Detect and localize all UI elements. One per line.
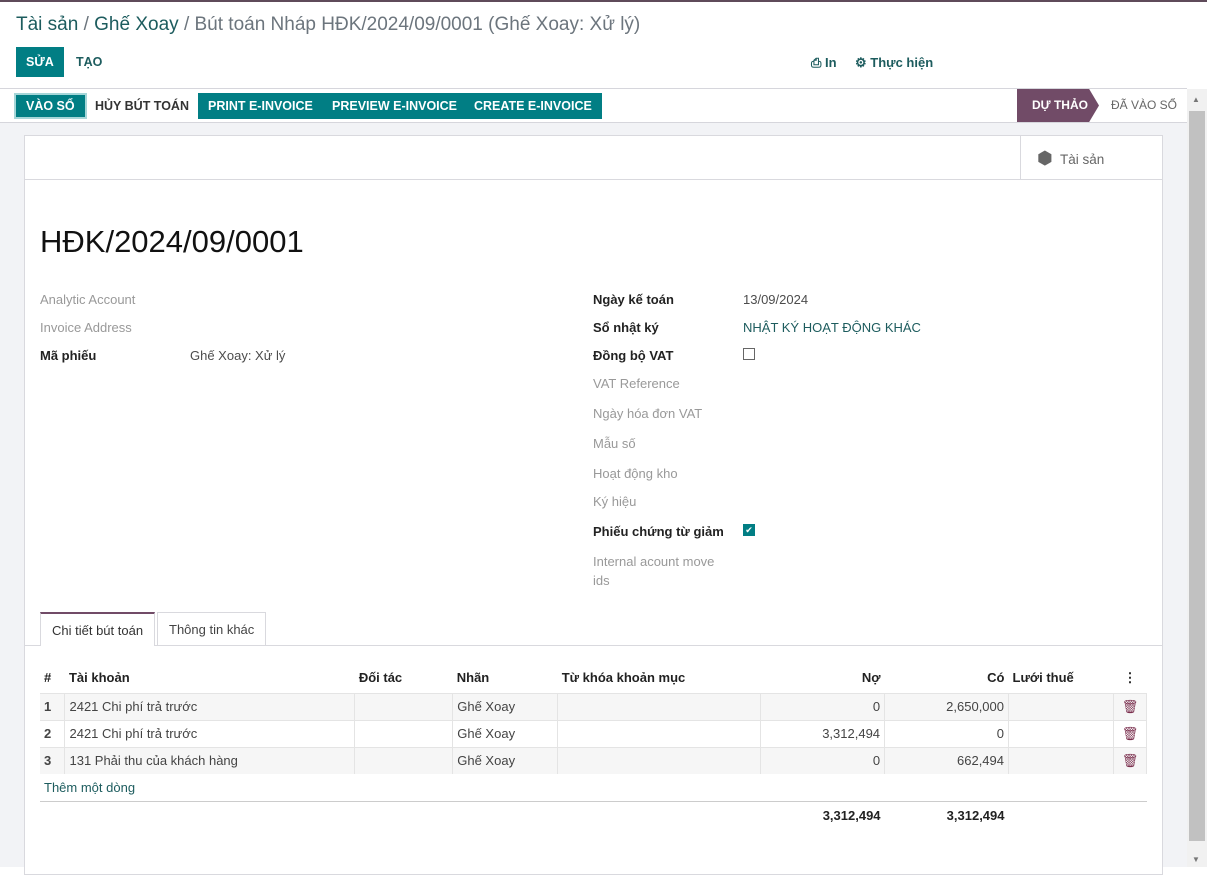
reduce-voucher-label: Phiếu chứng từ giảm [593, 524, 724, 539]
create-einvoice-button[interactable]: CREATE E-INVOICE [464, 93, 602, 119]
total-credit: 3,312,494 [946, 808, 1005, 824]
label[interactable]: Ghế Xoay [452, 747, 559, 774]
add-line-link[interactable]: Thêm một dòng [44, 779, 136, 795]
voucher-code-label: Mã phiếu [40, 348, 97, 363]
trash-icon[interactable]: 🗑 [1113, 693, 1148, 720]
column-options-icon[interactable]: ⋮ [1123, 669, 1137, 685]
partner[interactable] [354, 720, 454, 747]
total-debit: 3,312,494 [822, 808, 881, 824]
col-keyword[interactable]: Từ khóa khoản mục [561, 670, 686, 686]
voucher-code-value[interactable]: Ghế Xoay: Xử lý [190, 348, 286, 363]
label[interactable]: Ghế Xoay [452, 720, 559, 747]
assets-smart-button[interactable]: ⬢ Tài sản [1020, 136, 1162, 180]
action-menu[interactable]: ⚙ Thực hiện [855, 55, 933, 71]
preview-einvoice-button[interactable]: PREVIEW E-INVOICE [322, 93, 468, 119]
credit[interactable]: 0 [884, 720, 1009, 747]
button-box: ⬢ Tài sản [25, 136, 1162, 180]
accounting-date-value[interactable]: 13/09/2024 [743, 292, 809, 307]
print-menu[interactable]: ⎙ In [811, 55, 837, 71]
table-row[interactable]: 2 2421 Chi phí trả trước Ghế Xoay 3,312,494… [40, 720, 1148, 747]
debit[interactable]: 3,312,494 [760, 720, 886, 747]
row-index: 2 [40, 720, 66, 747]
scrollbar[interactable]: ▲ ▼ [1187, 89, 1207, 867]
breadcrumb-assets[interactable]: Tài sản [16, 14, 79, 35]
keyword[interactable] [557, 693, 762, 720]
col-account[interactable]: Tài khoản [68, 670, 130, 686]
reduce-voucher-checkbox[interactable]: ✔ [743, 524, 755, 536]
status-draft[interactable]: DỰ THẢO [1017, 89, 1099, 122]
breadcrumb-current: Bút toán Nháp HĐK/2024/09/0001 (Ghế Xoay… [194, 14, 641, 35]
col-index: # [44, 670, 52, 686]
tax-grid[interactable] [1008, 693, 1114, 720]
trash-icon[interactable]: 🗑 [1113, 747, 1148, 774]
create-button[interactable]: TẠO [76, 55, 103, 69]
tax-grid[interactable] [1008, 747, 1114, 774]
keyword[interactable] [557, 747, 762, 774]
col-partner[interactable]: Đối tác [358, 670, 403, 686]
tabs-line [25, 645, 1162, 646]
journal-value[interactable]: NHẬT KÝ HOẠT ĐỘNG KHÁC [743, 320, 921, 335]
status-posted[interactable]: ĐÃ VÀO SỔ [1111, 98, 1178, 112]
form-sheet: ⬢ Tài sản HĐK/2024/09/0001 Analytic Acco… [24, 135, 1163, 875]
tab-entry-details[interactable]: Chi tiết bút toán [40, 612, 156, 646]
accounting-date-label: Ngày kế toán [593, 292, 674, 307]
row-index: 1 [40, 693, 66, 720]
scrollbar-thumb[interactable] [1189, 111, 1205, 841]
col-credit[interactable]: Có [987, 670, 1005, 686]
col-tax-grid[interactable]: Lưới thuế [1012, 670, 1074, 686]
print-einvoice-button[interactable]: PRINT E-INVOICE [198, 93, 323, 119]
assets-label: Tài sản [1059, 152, 1105, 167]
breadcrumb: Tài sản / Ghế Xoay / Bút toán Nháp HĐK/2… [16, 14, 640, 36]
sep: / [183, 14, 190, 35]
statusbar: VÀO SỔ HỦY BÚT TOÁN PRINT E-INVOICE PREV… [0, 88, 1187, 123]
debit[interactable]: 0 [760, 693, 886, 720]
cube-icon: ⬢ [1037, 148, 1053, 168]
printer-icon: ⎙ [811, 55, 822, 70]
gear-icon: ⚙ [855, 55, 867, 70]
row-index: 3 [40, 747, 66, 774]
cancel-entry-button[interactable]: HỦY BÚT TOÁN [95, 99, 189, 113]
account[interactable]: 2421 Chi phí trả trước [64, 720, 356, 747]
partner[interactable] [354, 747, 454, 774]
vat-sync-checkbox[interactable] [743, 348, 755, 360]
post-button[interactable]: VÀO SỔ [14, 93, 87, 119]
credit[interactable]: 2,650,000 [884, 693, 1009, 720]
partner[interactable] [354, 693, 454, 720]
scroll-up-icon[interactable]: ▲ [1192, 95, 1200, 104]
form-content: ⬢ Tài sản HĐK/2024/09/0001 Analytic Acco… [0, 123, 1187, 875]
tax-grid[interactable] [1008, 720, 1114, 747]
edit-button[interactable]: SỬA [16, 47, 64, 77]
print-label: In [825, 55, 837, 70]
symbol-label: Ký hiệu [593, 494, 637, 509]
account[interactable]: 2421 Chi phí trả trước [64, 693, 356, 720]
keyword[interactable] [557, 720, 762, 747]
invoice-address-label: Invoice Address [40, 320, 132, 335]
top-bar [0, 0, 1207, 2]
table-row[interactable]: 3 131 Phải thu của khách hàng Ghế Xoay 0 662… [40, 747, 1148, 774]
credit[interactable]: 662,494 [884, 747, 1009, 774]
account[interactable]: 131 Phải thu của khách hàng [64, 747, 356, 774]
breadcrumb-chair[interactable]: Ghế Xoay [94, 14, 179, 35]
analytic-account-label: Analytic Account [40, 292, 136, 307]
scroll-down-icon[interactable]: ▼ [1192, 855, 1200, 864]
sep: / [83, 14, 89, 35]
col-label[interactable]: Nhãn [456, 670, 490, 686]
table-row[interactable]: 1 2421 Chi phí trả trước Ghế Xoay 0 2,650,00… [40, 693, 1148, 720]
internal-move-label: Internal acount move ids [593, 554, 715, 588]
col-debit[interactable]: Nợ [861, 670, 881, 686]
journal-label: Sổ nhật ký [593, 320, 659, 335]
entry-title: HĐK/2024/09/0001 [40, 224, 304, 259]
vat-date-label: Ngày hóa đơn VAT [593, 406, 703, 421]
debit[interactable]: 0 [760, 747, 886, 774]
tab-other-info[interactable]: Thông tin khác [157, 612, 267, 645]
label[interactable]: Ghế Xoay [452, 693, 559, 720]
action-label: Thực hiện [870, 55, 934, 70]
trash-icon[interactable]: 🗑 [1113, 720, 1148, 747]
journal-lines-table: # Tài khoản Đối tác Nhãn Từ khóa khoản m… [40, 663, 1148, 830]
stock-operation-label: Hoạt động kho [593, 466, 678, 481]
vat-sync-label: Đồng bộ VAT [593, 348, 674, 363]
template-label: Mẫu số [593, 436, 636, 451]
vat-reference-label: VAT Reference [593, 376, 680, 391]
